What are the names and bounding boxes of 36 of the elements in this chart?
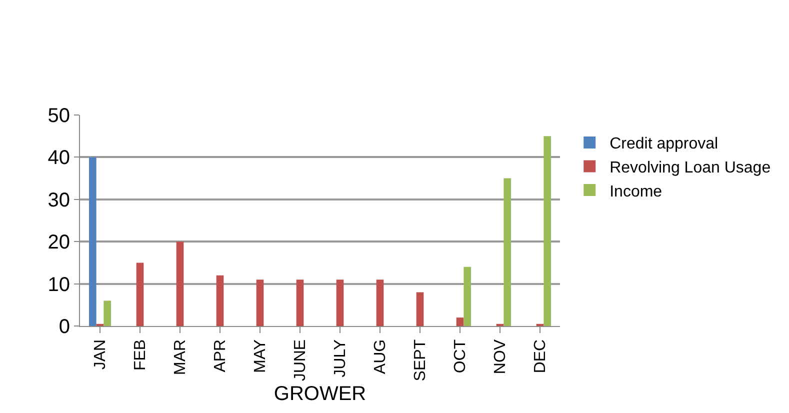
bar — [504, 178, 511, 326]
x-tick-label: OCT — [452, 339, 470, 374]
x-axis-title: GROWER — [274, 383, 366, 406]
y-tick-label: 50 — [48, 105, 70, 127]
x-tick-label: AUG — [372, 339, 390, 374]
y-tick-label: 40 — [48, 147, 70, 170]
x-tick-label: SEPT — [412, 339, 430, 382]
bar — [256, 280, 264, 326]
y-tick-label: 20 — [48, 232, 70, 254]
bar — [416, 292, 424, 326]
bar — [456, 318, 464, 326]
bar — [376, 280, 384, 326]
legend-label: Income — [610, 183, 662, 200]
x-tick-label: JUNE — [292, 339, 310, 382]
x-tick-label: APR — [212, 339, 230, 372]
y-tick-label: 30 — [48, 189, 70, 212]
bar — [176, 242, 184, 326]
y-tick-label: 0 — [58, 316, 70, 338]
bar — [104, 300, 111, 326]
x-tick-label: JULY — [332, 339, 350, 378]
x-tick-label: NOV — [492, 339, 510, 374]
bar — [136, 262, 144, 326]
bar — [89, 157, 96, 326]
bar — [336, 280, 344, 326]
legend-label: Revolving Loan Usage — [610, 159, 771, 176]
x-tick-label: MAR — [172, 339, 190, 375]
bar — [464, 266, 471, 326]
x-tick-label: MAY — [252, 339, 270, 373]
legend-label: Credit approval — [610, 136, 718, 153]
x-tick-label: JAN — [92, 339, 110, 370]
x-tick-label: DEC — [532, 339, 550, 374]
bar — [216, 275, 224, 326]
bar — [544, 136, 551, 326]
bar — [296, 280, 304, 326]
y-tick-label: 10 — [48, 274, 70, 296]
x-tick-label: FEB — [132, 339, 150, 371]
